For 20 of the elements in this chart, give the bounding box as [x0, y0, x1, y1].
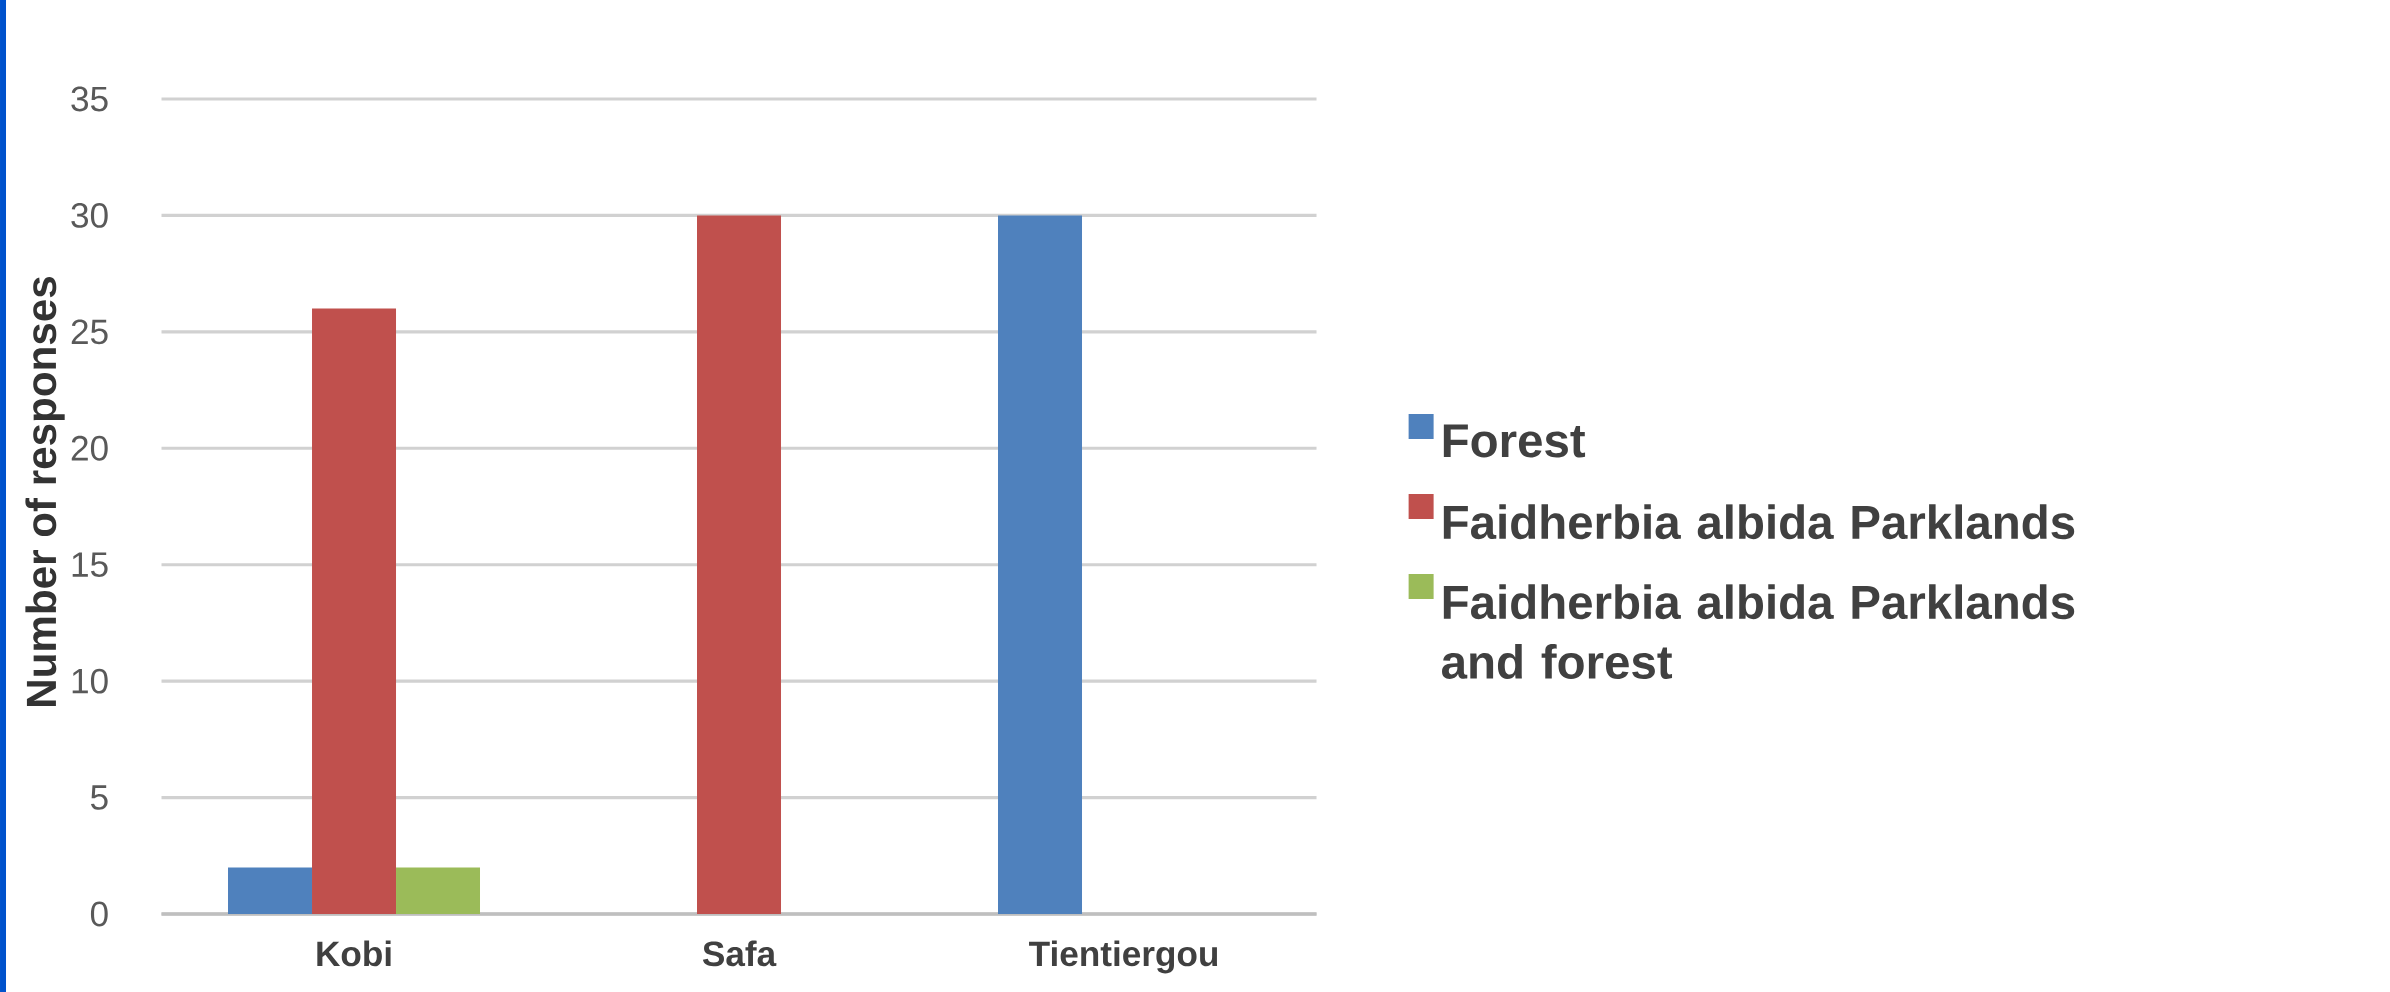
- legend-label: Faidherbia albida Parklands: [1443, 504, 2075, 540]
- bar: [312, 308, 397, 914]
- y-tick-label: 25: [71, 319, 108, 345]
- y-tick-label: 0: [90, 901, 108, 927]
- bar: [697, 215, 782, 914]
- y-tick-label: 5: [90, 785, 108, 810]
- y-tick-label: 30: [71, 203, 108, 228]
- y-axis-title: Number of responses: [25, 277, 65, 706]
- x-tick-label: Tientiergou: [1029, 940, 1218, 974]
- y-tick-label: 20: [71, 435, 108, 461]
- legend-label: Faidherbia albida Parklands and forest: [1442, 584, 2075, 679]
- y-tick-label: 15: [72, 552, 108, 577]
- bar: [998, 215, 1083, 914]
- x-tick-label: Kobi: [317, 940, 391, 967]
- y-tick-label: 35: [71, 86, 108, 112]
- bar: [396, 867, 481, 914]
- legend-label: Forest: [1443, 424, 1586, 458]
- x-tick-label: Safa: [702, 940, 777, 967]
- y-tick-label: 10: [72, 668, 108, 694]
- bar: [228, 867, 313, 914]
